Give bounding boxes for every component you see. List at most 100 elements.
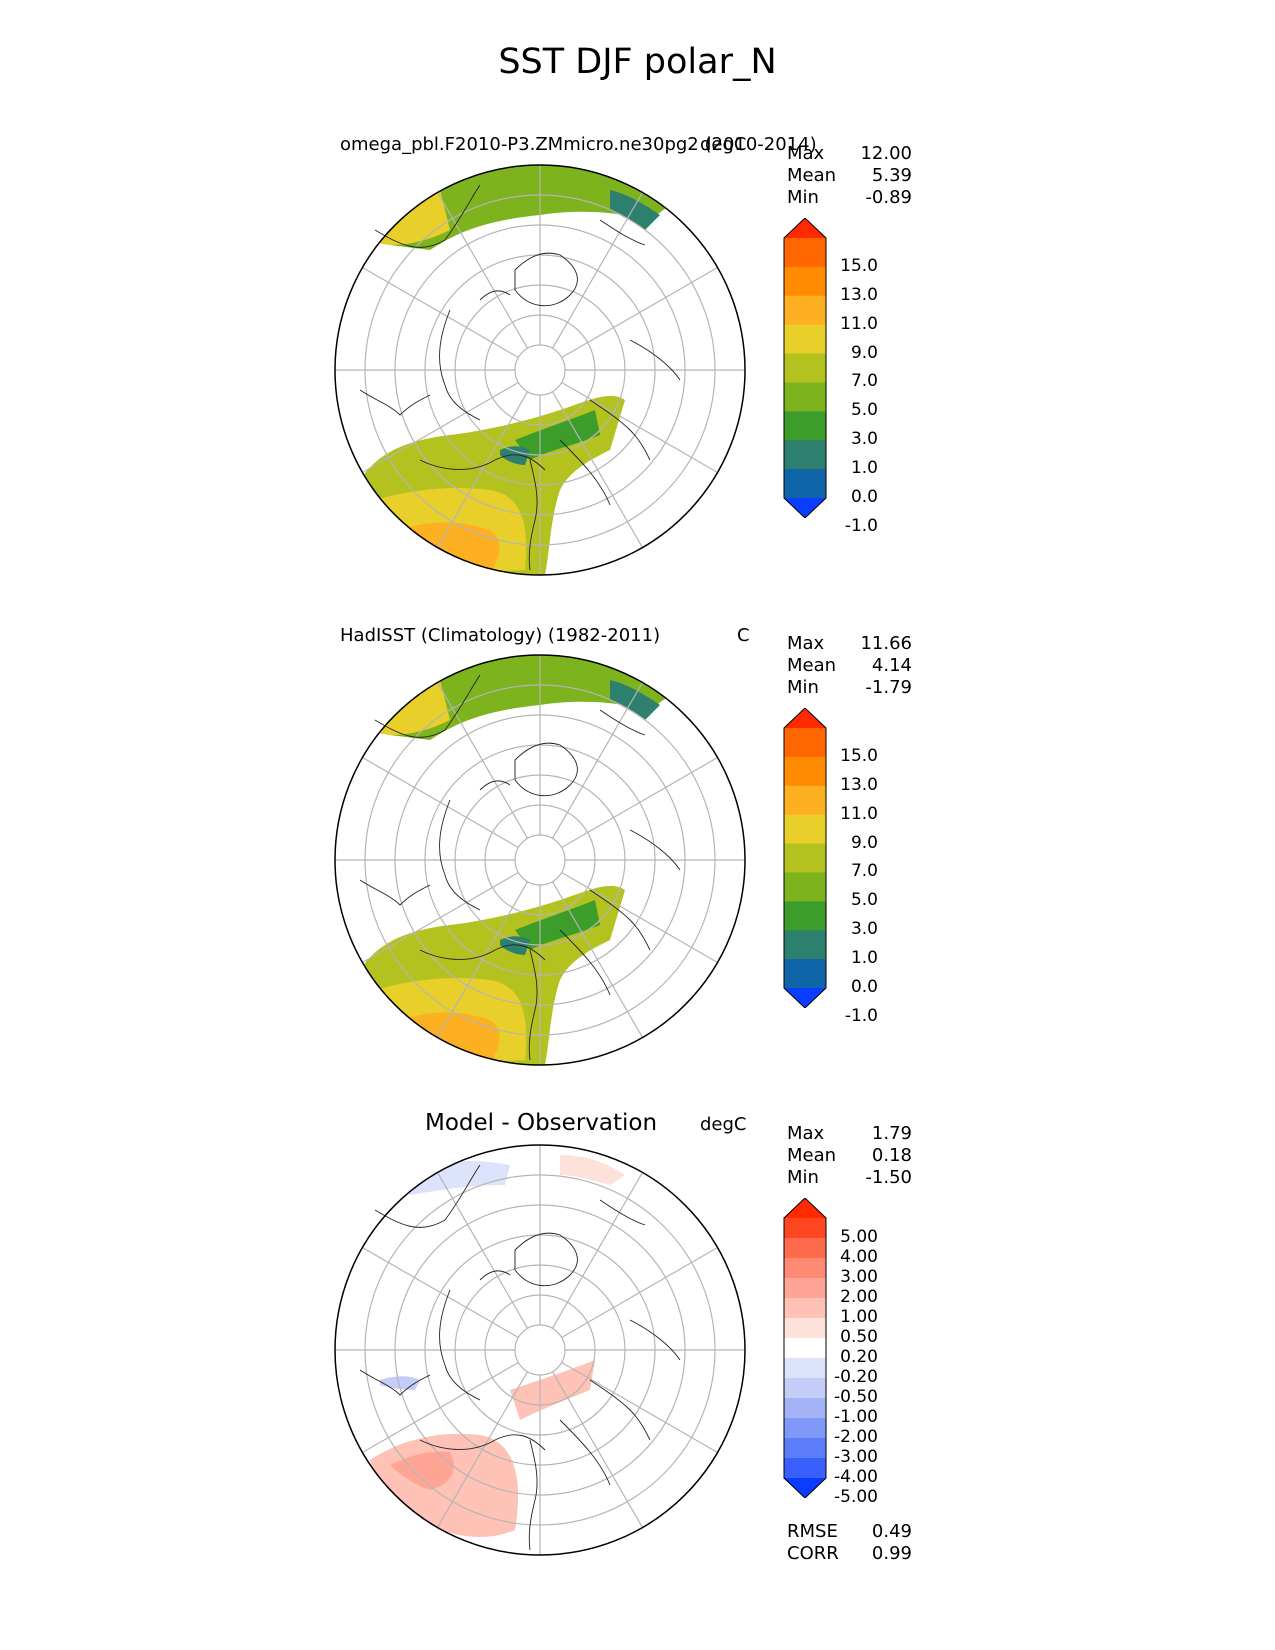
ocean-field-norwegian bbox=[515, 900, 600, 950]
colorbar-tick-label: 1.0 bbox=[850, 948, 878, 969]
stat-value-min: -1.50 bbox=[865, 1167, 912, 1188]
colorbar-band bbox=[784, 785, 826, 816]
metric-value-rmse: 0.49 bbox=[871, 1521, 912, 1542]
map-boundary bbox=[334, 164, 746, 576]
coastline bbox=[629, 339, 681, 381]
meridian-line bbox=[561, 266, 718, 359]
colorbar-tick-label: 1.00 bbox=[840, 1307, 878, 1327]
colorbar-tick-label: 3.0 bbox=[850, 429, 878, 450]
colorbar-tick-label: -1.00 bbox=[834, 1407, 878, 1427]
coastline bbox=[589, 399, 651, 461]
map-boundary bbox=[334, 1144, 746, 1556]
colorbar-band bbox=[784, 959, 826, 989]
coastline bbox=[514, 252, 578, 307]
coastline bbox=[528, 1439, 538, 1551]
coastline bbox=[589, 889, 651, 951]
coastline bbox=[514, 742, 578, 797]
meridian-line bbox=[551, 391, 644, 548]
stat-label-min: Min bbox=[787, 1167, 819, 1188]
coastline bbox=[599, 709, 646, 736]
colorbar-extend-min bbox=[784, 498, 826, 518]
coastline bbox=[374, 1164, 481, 1228]
colorbar-extend-max bbox=[784, 218, 826, 238]
colorbar-band bbox=[784, 1418, 826, 1439]
metric-value-corr: 0.99 bbox=[871, 1543, 912, 1564]
meridian-line bbox=[551, 682, 644, 839]
colorbar-band bbox=[784, 1358, 826, 1379]
coastline bbox=[359, 389, 431, 416]
colorbar-tick-label: 2.00 bbox=[840, 1287, 878, 1307]
panel2-units: C bbox=[737, 625, 750, 646]
colorbar-tick-label: 15.0 bbox=[840, 255, 878, 276]
panel3-map bbox=[334, 1144, 746, 1556]
meridian-line bbox=[561, 1246, 718, 1339]
meridian-line bbox=[551, 1172, 644, 1329]
stat-value-mean: 4.14 bbox=[871, 655, 912, 676]
colorbar-band bbox=[784, 1438, 826, 1459]
ocean-field-cold bbox=[610, 680, 660, 720]
ocean-field-norwegian bbox=[515, 410, 600, 460]
stat-value-min: -1.79 bbox=[865, 677, 912, 698]
latitude-circle bbox=[514, 834, 566, 886]
colorbar-tick-label: -0.50 bbox=[834, 1387, 878, 1407]
meridian-line bbox=[561, 756, 718, 849]
colorbar-band bbox=[784, 469, 826, 499]
colorbar-tick-label: 0.0 bbox=[850, 487, 878, 507]
stat-value-mean: 5.39 bbox=[871, 165, 912, 186]
meridian-line bbox=[561, 1361, 718, 1454]
coastline bbox=[359, 879, 431, 906]
metric-label-rmse: RMSE bbox=[787, 1521, 838, 1542]
coastline bbox=[629, 829, 681, 871]
coastline bbox=[559, 929, 611, 996]
stat-label-mean: Mean bbox=[787, 655, 837, 676]
stat-label-mean: Mean bbox=[787, 1145, 837, 1166]
colorbar-tick-label: 13.0 bbox=[840, 284, 878, 305]
stat-label-max: Max bbox=[787, 633, 825, 654]
colorbar-band bbox=[784, 1378, 826, 1399]
stat-label-mean: Mean bbox=[787, 165, 837, 186]
colorbar-outline bbox=[783, 708, 827, 1008]
panel1-map bbox=[334, 164, 746, 576]
colorbar-tick-label: -4.00 bbox=[834, 1467, 878, 1487]
coastline bbox=[629, 1319, 681, 1361]
panel1-title-left: omega_pbl.F2010-P3.ZMmicro.ne30pg2 (2010… bbox=[340, 134, 817, 155]
latitude-circle bbox=[514, 1324, 566, 1376]
panel2-map bbox=[334, 654, 746, 1066]
diff-field-positive-atlantic bbox=[370, 1433, 519, 1538]
colorbar-band bbox=[784, 324, 826, 355]
graticule bbox=[335, 1145, 745, 1555]
metric-label-corr: CORR bbox=[787, 1543, 839, 1564]
colorbar-band bbox=[784, 295, 826, 326]
ocean-field-atlantic-warmer bbox=[400, 522, 500, 572]
stat-label-min: Min bbox=[787, 677, 819, 698]
meridian-line bbox=[362, 381, 519, 474]
ocean-field-cold bbox=[610, 190, 660, 230]
colorbar-band bbox=[784, 1278, 826, 1299]
colorbar-tick-label: -1.0 bbox=[844, 1005, 878, 1026]
coastline bbox=[559, 1419, 611, 1486]
coastline bbox=[439, 799, 481, 911]
coastline bbox=[479, 780, 511, 791]
colorbar-tick-label: 0.50 bbox=[840, 1327, 878, 1347]
stat-value-max: 1.79 bbox=[871, 1123, 912, 1144]
colorbar-band bbox=[784, 872, 826, 902]
colorbar-band bbox=[784, 411, 826, 441]
meridian-line bbox=[561, 381, 718, 474]
colorbar-band bbox=[784, 1298, 826, 1319]
coastlines bbox=[359, 1164, 681, 1551]
colorbar-extend-min bbox=[784, 988, 826, 1008]
coastline bbox=[479, 290, 511, 301]
meridian-line bbox=[362, 266, 519, 359]
coastline bbox=[528, 459, 538, 571]
meridian-line bbox=[436, 1172, 529, 1329]
coastline bbox=[599, 219, 646, 246]
stat-value-min: -0.89 bbox=[865, 187, 912, 208]
colorbar-tick-label: 4.00 bbox=[840, 1247, 878, 1267]
coastlines bbox=[359, 184, 681, 571]
colorbar-outline bbox=[783, 218, 827, 518]
coastline bbox=[374, 674, 481, 738]
meridian-line bbox=[436, 682, 529, 839]
coastline bbox=[599, 1199, 646, 1226]
colorbar-tick-label: 1.0 bbox=[850, 458, 878, 479]
ocean-field-atlantic-warmer bbox=[400, 1012, 500, 1062]
